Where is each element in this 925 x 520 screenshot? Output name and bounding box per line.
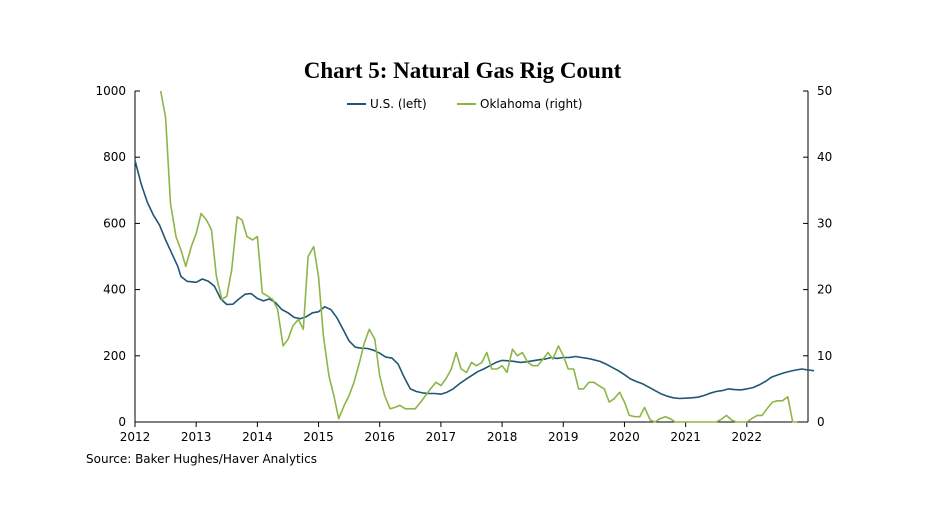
right-tick-label: 40 (817, 150, 832, 164)
chart-axes: 0 200 400 600 800 1000 0 10 20 30 40 50 2012 2013 2014… (95, 84, 832, 444)
left-tick-label: 1000 (95, 84, 126, 98)
chart-title: Chart 5: Natural Gas Rig Count (303, 58, 622, 83)
left-tick-label: 400 (103, 283, 126, 297)
series-line-oklahoma (159, 90, 798, 423)
x-tick-label: 2015 (303, 430, 334, 444)
x-tick-label: 2018 (487, 430, 518, 444)
chart-legend: U.S. (left) Oklahoma (right) (347, 97, 582, 111)
left-tick-label: 200 (103, 349, 126, 363)
x-tick-label: 2022 (732, 430, 763, 444)
x-tick-label: 2012 (120, 430, 151, 444)
right-tick-label: 0 (817, 415, 825, 429)
right-tick-label: 30 (817, 216, 832, 230)
left-tick-label: 800 (103, 150, 126, 164)
x-tick-label: 2013 (181, 430, 212, 444)
series-line-us (134, 160, 815, 400)
x-tick-label: 2016 (364, 430, 395, 444)
x-tick-label: 2021 (670, 430, 701, 444)
x-tick-label: 2020 (609, 430, 640, 444)
legend-label: U.S. (left) (370, 97, 427, 111)
right-tick-label: 10 (817, 349, 832, 363)
x-tick-label: 2019 (548, 430, 579, 444)
left-tick-label: 0 (118, 415, 126, 429)
chart-series (134, 90, 815, 423)
left-tick-label: 600 (103, 216, 126, 230)
x-tick-label: 2017 (426, 430, 457, 444)
right-tick-label: 20 (817, 283, 832, 297)
chart-source: Source: Baker Hughes/Haver Analytics (86, 452, 317, 466)
x-tick-label: 2014 (242, 430, 273, 444)
legend-label: Oklahoma (right) (480, 97, 582, 111)
right-tick-label: 50 (817, 84, 832, 98)
